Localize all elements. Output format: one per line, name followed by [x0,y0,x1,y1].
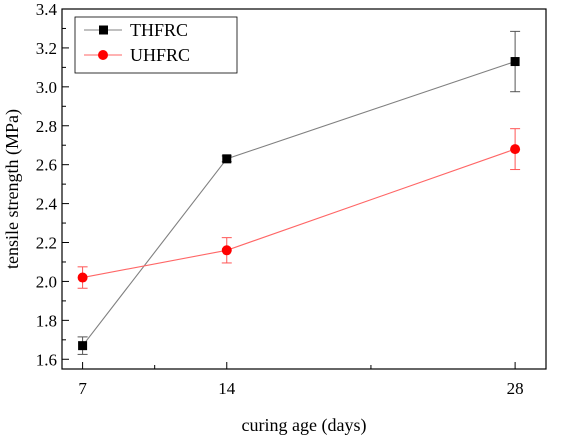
y-tick-label: 1.6 [36,350,57,369]
data-point [221,245,232,256]
legend-item-thfrc: THFRC [84,20,188,40]
y-axis-ticks: 1.6 1.8 2.0 2.2 2.4 2.6 2.8 3.0 3.2 3.4 [36,0,69,369]
legend-item-uhfrc: UHFRC [84,45,190,65]
legend-marker [99,25,108,35]
y-tick-label: 3.0 [36,78,57,97]
legend: THFRC UHFRC [74,16,238,74]
series-thfrc [77,30,521,355]
data-point [510,144,521,155]
plot-frame [61,8,547,370]
plot-axes [61,8,547,370]
series-layer [77,30,521,355]
y-tick-label: 2.8 [36,117,57,136]
y-axis-title: tensile strength (MPa) [2,109,23,269]
y-tick-label: 3.4 [36,0,58,19]
y-tick-label: 1.8 [36,311,57,330]
y-tick-label: 2.4 [36,195,58,214]
x-tick-label: 14 [218,379,236,398]
data-point [78,341,88,351]
series-uhfrc [77,128,521,289]
y-tick-label: 3.2 [36,39,57,58]
legend-label: UHFRC [130,45,190,65]
x-tick-label: 28 [507,379,524,398]
data-point [222,154,232,164]
series-line [82,61,516,346]
x-axis-title: curing age (days) [242,415,367,436]
legend-label: THFRC [130,20,188,40]
data-point [77,272,88,283]
legend-marker [98,50,108,60]
data-point [510,57,520,67]
y-tick-label: 2.2 [36,234,57,253]
y-tick-label: 2.0 [36,272,57,291]
series-line [82,148,516,279]
x-axis-ticks: 7 14 28 [78,362,524,398]
y-tick-label: 2.6 [36,156,57,175]
x-tick-label: 7 [78,379,87,398]
